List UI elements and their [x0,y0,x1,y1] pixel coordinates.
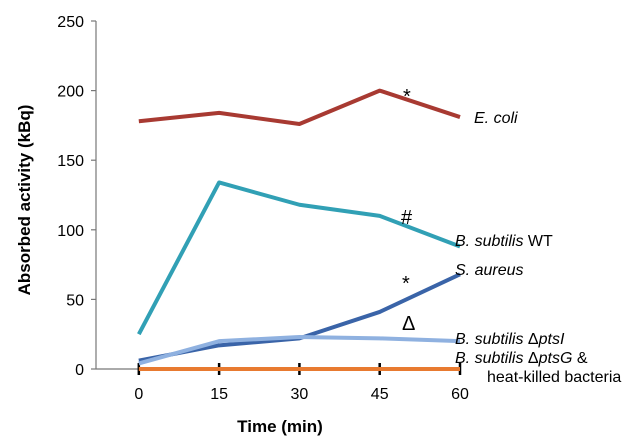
series-line-bsub_wt [137,180,461,336]
annotations: * # * Δ [401,86,415,335]
annotation-bsub_ptsI: Δ [402,313,415,335]
series-label-part: B. subtilis [455,233,523,250]
series-lines [137,88,461,371]
series-label-part: & [572,350,587,367]
series-label-part: B. subtilis [455,331,523,348]
y-tick-label: 150 [57,153,84,170]
series-label-part: E. coli [474,110,518,127]
series-label-part: Δ [523,350,538,367]
x-tick-label: 45 [371,386,389,403]
y-tick-label: 250 [57,14,84,31]
series-label-part: ptsG [538,350,573,367]
x-tick-label: 15 [210,386,228,403]
series-label-part: Δ [523,331,538,348]
series-label-ecoli: E. coli [474,110,518,127]
series-label-part: B. subtilis [455,350,523,367]
y-axis: 0 50 100 150 200 250 [57,14,97,379]
x-axis-title: Time (min) [237,417,323,436]
series-label-line2-bsub_ptsG: heat-killed bacteria [487,369,621,386]
series-label-part: S. aureus [455,262,523,279]
y-tick-label: 50 [66,292,84,309]
series-label-bsub_ptsI: B. subtilis ΔptsI [455,331,565,348]
series-label-bsub_wt: B. subtilis WT [455,233,553,250]
x-tick-label: 0 [134,386,143,403]
series-line-bsub_ptsI [138,334,461,366]
annotation-saureus: * [402,273,410,295]
y-tick-label: 100 [57,223,84,240]
y-axis-title: Absorbed activity (kBq) [15,105,34,296]
annotation-ecoli: * [403,86,411,108]
y-tick-label: 200 [57,84,84,101]
series-label-part: ptsI [538,331,565,348]
series-label-bsub_ptsG: B. subtilis ΔptsG & [455,350,588,367]
series-label-saureus: S. aureus [455,262,523,279]
annotation-bsub_wt: # [401,207,413,229]
x-tick-label: 60 [451,386,469,403]
x-tick-label: 30 [291,386,309,403]
series-label-part: WT [523,233,553,250]
y-tick-label: 0 [75,362,84,379]
series-line-ecoli [138,88,461,127]
